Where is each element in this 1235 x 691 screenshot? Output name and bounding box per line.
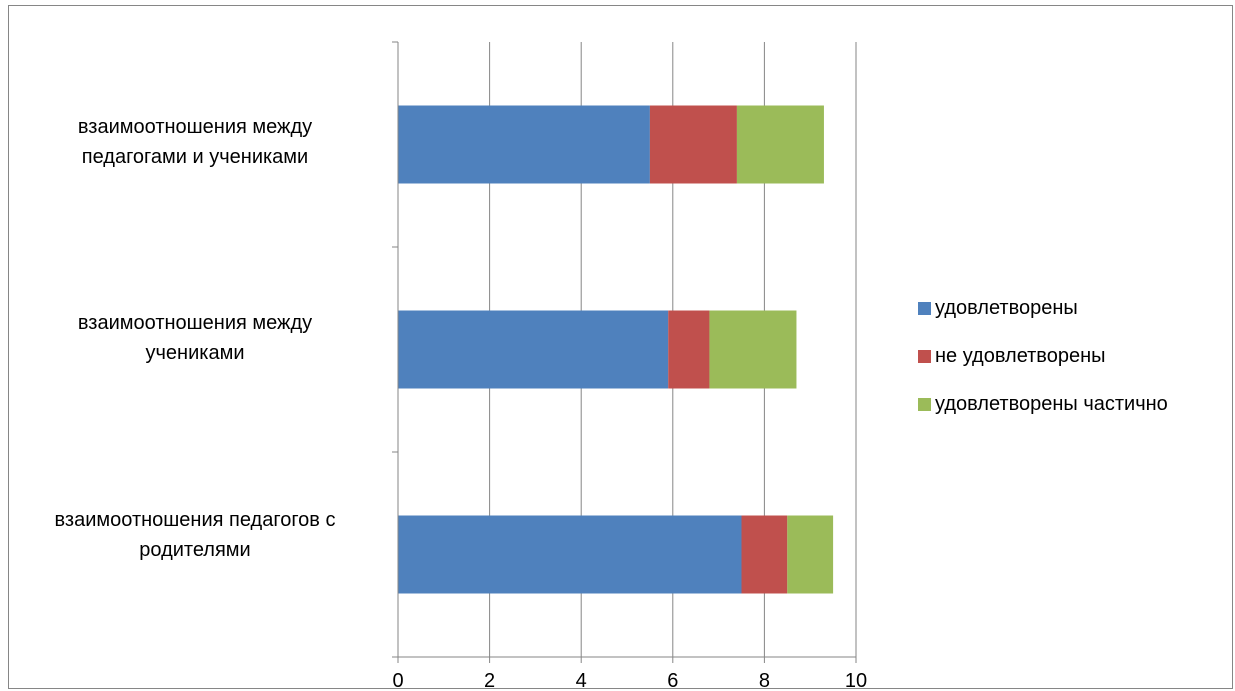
x-tick-label-0: 0 (392, 670, 403, 691)
legend: удовлетворены не удовлетворены удовлетво… (918, 292, 1235, 436)
bar-cat0-series0 (398, 106, 650, 184)
bar-cat0-series2 (737, 106, 824, 184)
x-tick-label-3: 6 (667, 670, 678, 691)
bar-cat1-series0 (398, 311, 668, 389)
x-tick-label-2: 4 (576, 670, 587, 691)
category-label-1-line-2: учениками (0, 338, 390, 368)
legend-item-partially-satisfied: удовлетворены частично (918, 388, 1235, 436)
legend-label-satisfied: удовлетворены (935, 297, 1078, 319)
category-label-1-line-1: взаимоотношения между (0, 308, 390, 338)
bar-cat1-series2 (709, 311, 796, 389)
category-label-0-line-2: педагогами и учениками (0, 142, 390, 172)
legend-label-partially-satisfied: удовлетворены частично (935, 393, 1168, 415)
legend-swatch-not-satisfied (918, 350, 931, 363)
bar-cat1-series1 (668, 311, 709, 389)
legend-item-satisfied: удовлетворены (918, 292, 1235, 340)
category-label-2-line-2: родителями (0, 535, 390, 565)
x-tick-label-4: 8 (759, 670, 770, 691)
category-label-1: взаимоотношения между учениками (0, 308, 390, 368)
bar-cat2-series1 (742, 516, 788, 594)
category-label-0-line-1: взаимоотношения между (0, 112, 390, 142)
legend-label-not-satisfied: не удовлетворены (935, 345, 1106, 367)
category-label-2-line-1: взаимоотношения педагогов с (0, 505, 390, 535)
bar-cat0-series1 (650, 106, 737, 184)
legend-swatch-satisfied (918, 302, 931, 315)
legend-item-not-satisfied: не удовлетворены (918, 340, 1235, 388)
bar-cat2-series2 (787, 516, 833, 594)
category-label-0: взаимоотношения между педагогами и учени… (0, 112, 390, 172)
bar-cat2-series0 (398, 516, 742, 594)
x-tick-label-5: 10 (845, 670, 867, 691)
category-label-2: взаимоотношения педагогов с родителями (0, 505, 390, 565)
legend-swatch-partially-satisfied (918, 398, 931, 411)
x-tick-label-1: 2 (484, 670, 495, 691)
